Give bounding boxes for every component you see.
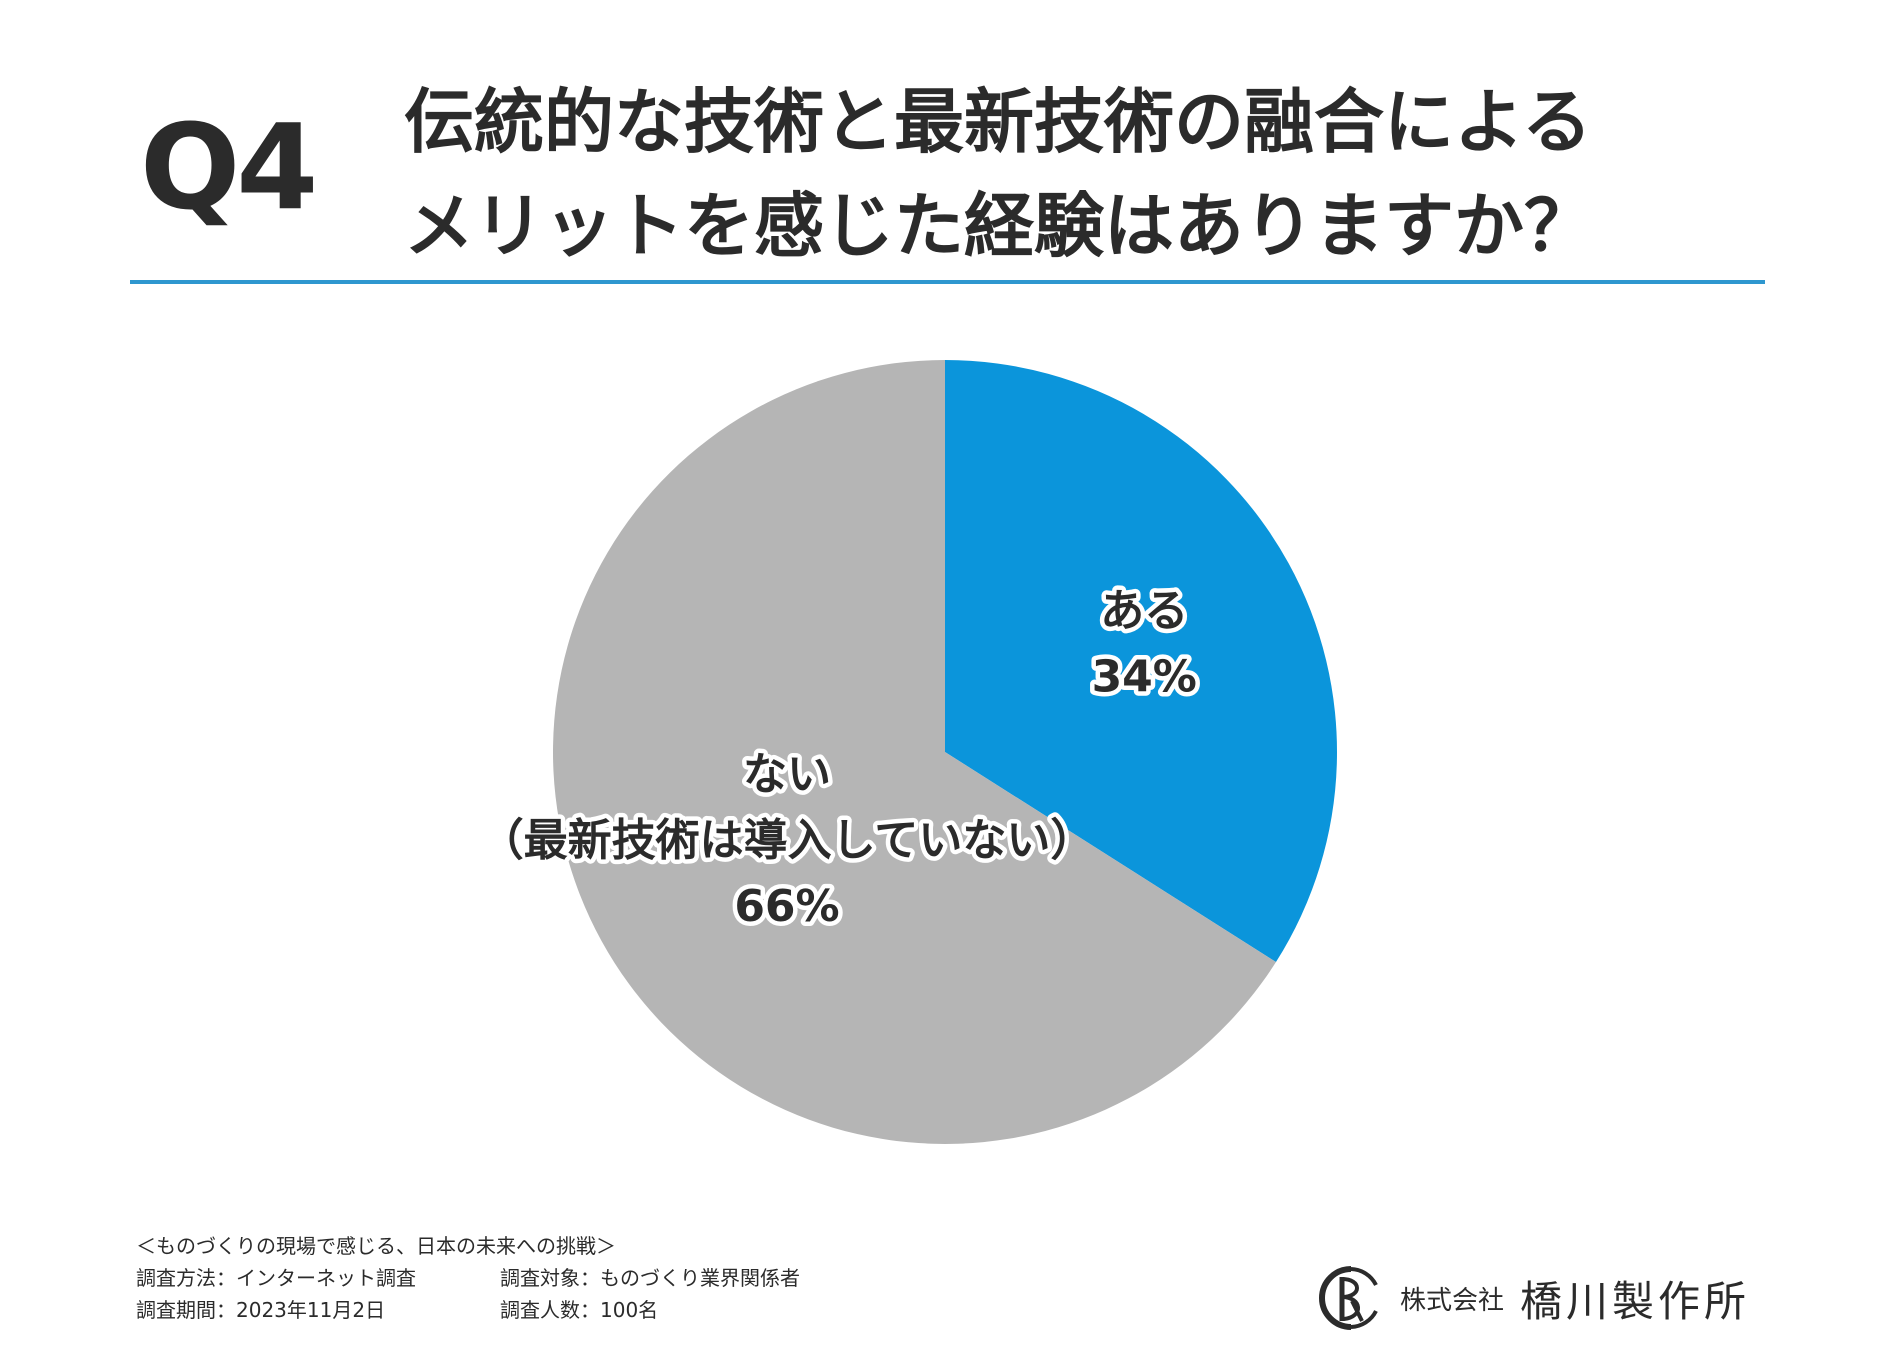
title-line-2: メリットを感じた経験はありますか？ [404,185,1594,267]
company-type: 株式会社 [1400,1285,1505,1316]
survey-target: 調査対象：ものづくり業界関係者 [500,1266,800,1290]
chart-title: 伝統的な技術と最新技術の融合による メリットを感じた経験はありますか？ [404,70,1724,278]
survey-count: 調査人数：100名 [500,1298,659,1322]
slice-category-label-2: ない [743,749,831,800]
pie-labels: ある 34% ない （最新技術は導入していない） 66% [475,581,1201,936]
company-logo: 株式会社 橋川製作所 [1318,1258,1750,1338]
survey-method: 調査方法：インターネット調査 [136,1266,416,1290]
hrc-logo-mark-icon [1319,1266,1378,1330]
title-divider [130,280,1765,284]
pie-slice-1 [945,360,1337,963]
pie-slice-2 [552,360,1276,1145]
survey-name: ＜ものづくりの現場で感じる、日本の未来への挑戦＞ [136,1234,616,1258]
slice-category-label-2: （最新技術は導入していない） [480,815,1095,866]
company-name: 橋川製作所 [1520,1276,1751,1326]
slice-value-label-2: 66% [734,881,839,932]
question-number: Q4 [140,98,318,236]
title-line-1: 伝統的な技術と最新技術の融合による [404,81,1592,163]
survey-footer: ＜ものづくりの現場で感じる、日本の未来への挑戦＞ 調査方法：インターネット調査 … [136,1230,800,1326]
slice-value-label-1: 34% [1092,651,1197,702]
survey-period: 調査期間：2023年11月2日 [136,1298,386,1322]
slice-category-label-1: ある [1100,585,1188,636]
pie-slices [552,360,1337,1145]
